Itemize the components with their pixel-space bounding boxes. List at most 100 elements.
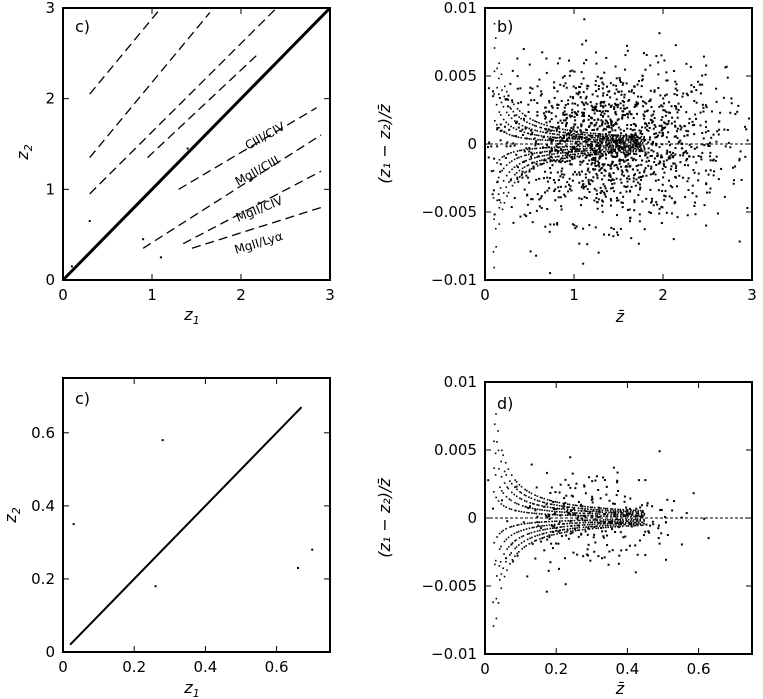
panel-label: c) xyxy=(75,389,90,408)
scatter-point xyxy=(530,198,533,201)
scatter-point xyxy=(711,159,714,162)
scatter-point xyxy=(537,143,540,146)
x-axis-label: z1 xyxy=(183,678,199,699)
scatter-point xyxy=(561,505,563,507)
scatter-point xyxy=(601,178,604,181)
scatter-point xyxy=(530,167,533,170)
scatter-point xyxy=(569,185,572,188)
scatter-point xyxy=(612,136,614,138)
scatter-point xyxy=(590,525,592,528)
scatter-point xyxy=(604,153,607,156)
scatter-point xyxy=(557,160,560,163)
scatter-point xyxy=(599,186,602,189)
panel-z1-z2-low: c) 0 0.2 0.4 0.600.20.40.6 z1 z2 xyxy=(1,377,331,699)
scatter-point xyxy=(693,133,696,136)
scatter-point xyxy=(564,185,567,188)
scatter-point xyxy=(651,142,654,145)
scatter-point xyxy=(607,524,609,527)
y-axis-label: z2 xyxy=(1,507,23,523)
scatter-point xyxy=(573,135,576,138)
scatter-point xyxy=(599,113,602,116)
scatter-point xyxy=(593,162,596,165)
scatter-point xyxy=(558,57,561,60)
scatter-point xyxy=(520,155,522,158)
scatter-point xyxy=(625,168,628,171)
scatter-point xyxy=(587,512,589,515)
scatter-point xyxy=(578,156,581,159)
scatter-point xyxy=(617,510,619,512)
scatter-point xyxy=(529,212,532,215)
scatter-point xyxy=(551,126,554,129)
scatter-point xyxy=(609,150,612,153)
scatter-point xyxy=(545,503,548,506)
scatter-point xyxy=(666,123,669,126)
scatter-point xyxy=(625,518,627,521)
scatter-point xyxy=(529,117,532,120)
scatter-point xyxy=(587,514,589,517)
scatter-point xyxy=(528,150,531,153)
scatter-point xyxy=(662,163,665,166)
scatter-point xyxy=(608,142,611,145)
scatter-point xyxy=(562,502,565,505)
scatter-point xyxy=(599,151,602,154)
scatter-point xyxy=(581,514,583,517)
scatter-point xyxy=(564,82,567,85)
scatter-point xyxy=(639,518,641,521)
scatter-point xyxy=(586,154,589,156)
scatter-point xyxy=(511,101,514,104)
y-tick-label: 0 xyxy=(45,271,55,289)
scatter-point xyxy=(577,535,580,538)
scatter-point xyxy=(569,140,572,143)
scatter-point xyxy=(647,151,650,154)
scatter-point xyxy=(610,104,613,107)
scatter-point xyxy=(641,524,644,527)
scatter-point xyxy=(505,495,508,498)
scatter-point xyxy=(585,58,588,61)
scatter-point xyxy=(600,101,603,104)
scatter-point xyxy=(643,514,645,516)
scatter-point xyxy=(557,542,560,545)
scatter-point xyxy=(618,79,621,82)
scatter-point xyxy=(632,180,635,183)
scatter-point xyxy=(602,92,605,95)
scatter-point xyxy=(626,170,629,173)
scatter-point xyxy=(528,511,530,514)
scatter-point xyxy=(519,491,521,493)
scatter-point xyxy=(546,135,549,138)
scatter-point xyxy=(619,159,622,162)
scatter-point xyxy=(546,144,549,147)
scatter-point xyxy=(604,170,607,173)
scatter-point xyxy=(626,165,629,168)
scatter-point xyxy=(497,449,500,452)
scatter-point xyxy=(618,554,621,557)
scatter-point xyxy=(531,153,534,156)
scatter-point xyxy=(499,170,502,173)
scatter-point xyxy=(652,150,655,153)
scatter-point xyxy=(502,492,505,494)
scatter-point xyxy=(612,137,615,140)
scatter-point xyxy=(638,183,641,186)
scatter-point xyxy=(613,106,616,109)
scatter-point xyxy=(623,510,625,513)
scatter-point xyxy=(657,162,660,165)
scatter-point xyxy=(634,159,637,162)
scatter-point xyxy=(572,530,574,532)
scatter-point xyxy=(497,500,500,502)
scatter-point xyxy=(541,151,544,153)
scatter-point xyxy=(581,152,584,155)
scatter-point xyxy=(726,76,729,79)
scatter-point xyxy=(554,139,557,142)
scatter-point xyxy=(643,147,646,150)
scatter-point xyxy=(546,208,549,211)
scatter-point xyxy=(615,146,617,149)
scatter-point xyxy=(543,154,546,157)
scatter-point xyxy=(543,158,546,161)
scatter-point xyxy=(609,96,612,99)
scatter-point xyxy=(526,538,529,541)
scatter-point xyxy=(635,507,638,510)
scatter-point xyxy=(492,197,495,199)
scatter-point xyxy=(669,151,672,154)
scatter-point xyxy=(536,521,539,524)
scatter-point xyxy=(624,133,627,136)
scatter-point xyxy=(626,520,629,523)
